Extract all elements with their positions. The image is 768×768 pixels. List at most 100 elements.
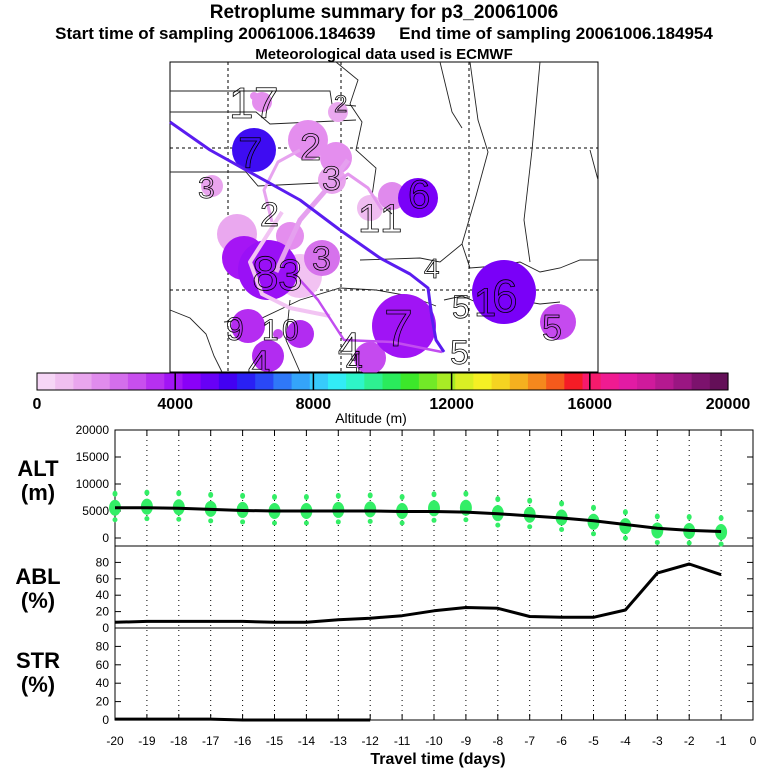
- x-tick-label: -17: [202, 734, 220, 748]
- colorbar-swatch: [455, 373, 475, 390]
- y-tick-label: 0: [102, 713, 109, 727]
- plume-circle: [286, 320, 314, 348]
- plume-circle: [232, 128, 276, 172]
- colorbar-swatch: [473, 373, 493, 390]
- colorbar-swatch: [491, 373, 511, 390]
- plume-circle: [250, 92, 258, 100]
- x-tick-label: -8: [492, 734, 503, 748]
- colorbar-swatch: [582, 373, 602, 390]
- sampling-times: Start time of sampling 20061006.184639 E…: [0, 24, 768, 44]
- colorbar-tick-label: 16000: [568, 396, 613, 413]
- particle-cluster-point: [654, 539, 660, 545]
- x-tick-label: -2: [684, 734, 695, 748]
- x-tick-label: -12: [362, 734, 380, 748]
- colorbar-swatch: [691, 373, 711, 390]
- y-tick-label: 20: [96, 695, 110, 709]
- colorbar-swatch: [109, 373, 129, 390]
- colorbar-swatch: [55, 373, 74, 390]
- colorbar-swatch: [91, 373, 111, 390]
- y-tick-label: 80: [96, 639, 110, 653]
- y-tick-label: 20: [96, 605, 110, 619]
- start-time: Start time of sampling 20061006.184639: [55, 24, 376, 43]
- day-label: 1: [358, 197, 380, 241]
- particle-cluster-point: [303, 520, 309, 526]
- particle-cluster-point: [619, 518, 632, 535]
- colorbar-tick-label: 20000: [706, 396, 751, 413]
- x-tick-label: -4: [620, 734, 631, 748]
- colorbar-swatch: [400, 373, 420, 390]
- particle-cluster-point: [431, 517, 437, 523]
- colorbar-label: Altitude (m): [335, 410, 407, 426]
- day-label: 0: [282, 314, 299, 347]
- day-label: 4: [338, 325, 360, 369]
- altitude-colorbar: 0 4000 8000 12000 16000 20000: [33, 372, 751, 413]
- colorbar-swatch: [273, 373, 293, 390]
- colorbar-tick-label: 0: [33, 396, 42, 413]
- y-tick-label: 15000: [76, 450, 110, 464]
- particle-cluster-point: [367, 518, 373, 524]
- str-axis-unit: (%): [21, 672, 55, 697]
- plume-circle: [273, 329, 283, 339]
- day-label: 7: [384, 300, 413, 358]
- colorbar-swatch: [618, 373, 638, 390]
- colorbar-swatch: [673, 373, 693, 390]
- day-label: 2: [334, 91, 347, 118]
- colorbar-swatch: [600, 373, 620, 390]
- particle-cluster-point: [428, 500, 440, 517]
- abl-axis-label: ABL: [15, 564, 60, 589]
- particle-cluster-point: [559, 526, 565, 532]
- particle-cluster-point: [399, 494, 405, 500]
- particle-cluster-point: [112, 490, 118, 497]
- day-label: 3: [312, 240, 331, 278]
- end-time: End time of sampling 20061006.184954: [399, 24, 713, 43]
- particle-cluster-point: [240, 519, 246, 525]
- particle-cluster-point: [303, 494, 309, 500]
- x-tick-label: -5: [588, 734, 599, 748]
- plume-circle: [304, 240, 340, 276]
- plume-circle: [328, 102, 348, 122]
- x-axis-label: Travel time (days): [370, 751, 505, 768]
- colorbar-swatch: [291, 373, 311, 390]
- series-line: [114, 562, 722, 624]
- colorbar-swatch: [564, 373, 584, 390]
- day-label: 3: [322, 160, 341, 198]
- day-label: 2: [260, 196, 279, 234]
- colorbar-swatch: [146, 373, 165, 390]
- particle-cluster-point: [431, 491, 437, 498]
- particle-cluster-point: [559, 500, 565, 507]
- trajectory-lines: [169, 120, 446, 354]
- day-label: 2: [300, 127, 321, 169]
- y-tick-label: 60: [96, 658, 110, 672]
- particle-cluster-point: [399, 520, 405, 526]
- colorbar-swatch: [200, 373, 220, 390]
- x-tick-label: 0: [750, 734, 757, 748]
- colorbar-swatch: [37, 373, 56, 390]
- colorbar-tick-label: 12000: [429, 396, 474, 413]
- particle-cluster-point: [272, 494, 277, 500]
- y-tick-label: 0: [102, 621, 109, 635]
- particle-cluster-point: [495, 522, 501, 528]
- x-tick-label: -13: [330, 734, 348, 748]
- particle-cluster-point: [208, 518, 214, 524]
- particle-cluster-point: [622, 535, 628, 541]
- colorbar-swatch: [709, 373, 729, 390]
- particle-cluster-point: [718, 515, 724, 522]
- day-label: 5: [452, 289, 470, 325]
- x-tick-label: -18: [170, 734, 188, 748]
- colorbar-swatch: [127, 373, 147, 390]
- particle-cluster-point: [686, 540, 692, 546]
- particle-cluster-point: [335, 519, 341, 525]
- particle-cluster-point: [364, 501, 377, 518]
- y-tick-label: 40: [96, 588, 110, 602]
- particle-cluster-point: [527, 524, 533, 530]
- colorbar-swatch: [164, 373, 184, 390]
- alt-panel: 0 5000 10000 15000 20000: [76, 423, 753, 547]
- day-label: 4: [424, 253, 440, 284]
- x-tick-label: -20: [106, 734, 124, 748]
- day-label: 6: [492, 270, 518, 322]
- x-axis: -20 -19 -18 -17 -16 -15 -14 -13 -12 -11 -10 -9 -8 -7-…: [106, 430, 757, 748]
- y-tick-label: 0: [102, 531, 109, 545]
- x-tick-label: -3: [652, 734, 663, 748]
- particle-cluster-point: [591, 504, 596, 511]
